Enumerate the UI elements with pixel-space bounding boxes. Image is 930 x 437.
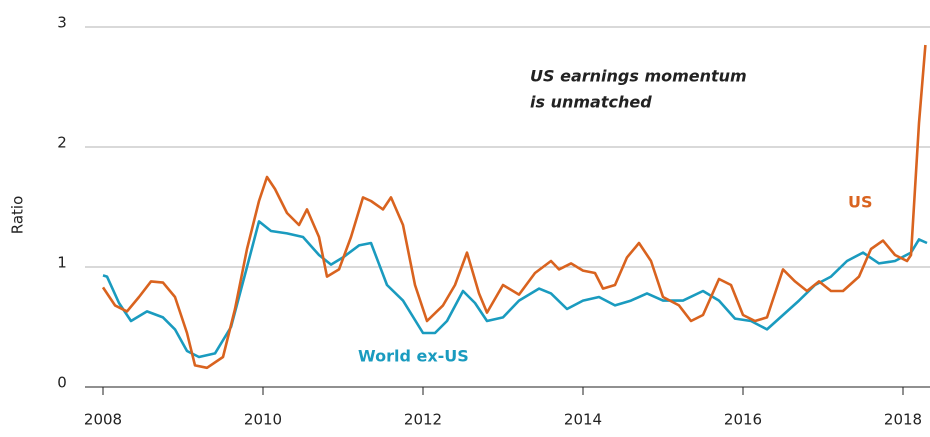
y-tick-label: 1 xyxy=(57,254,67,272)
x-tick-label: 2008 xyxy=(84,411,122,429)
y-tick-label: 0 xyxy=(57,374,67,392)
x-tick-label: 2014 xyxy=(564,411,602,429)
x-tick-label: 2016 xyxy=(724,411,762,429)
y-axis-label: Ratio xyxy=(9,196,27,235)
series-label: US xyxy=(848,193,873,212)
y-tick-label: 2 xyxy=(57,134,67,152)
annotation: is unmatched xyxy=(530,93,652,112)
x-tick-label: 2018 xyxy=(884,411,922,429)
annotation: US earnings momentum xyxy=(530,67,747,86)
y-tick-label: 3 xyxy=(57,14,67,32)
series-line xyxy=(102,220,928,359)
x-tick-label: 2010 xyxy=(244,411,282,429)
series-label: World ex-US xyxy=(358,347,469,366)
series-line xyxy=(101,44,927,370)
x-tick-label: 2012 xyxy=(404,411,442,429)
